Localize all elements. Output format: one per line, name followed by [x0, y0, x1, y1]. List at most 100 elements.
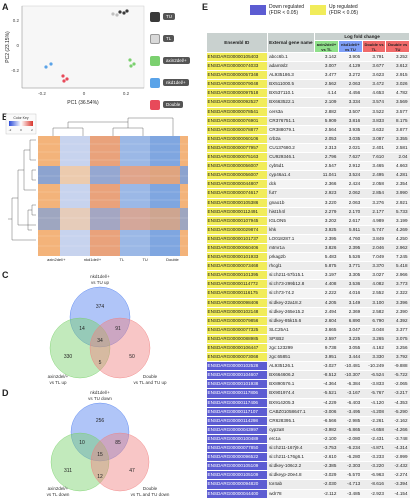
- cell-ensembl-id: ENSDARG00000077957: [206, 143, 268, 154]
- table-row: ENSDARG00000044400 wdr78 -2.112 -3.485 -2.92…: [206, 489, 410, 499]
- th-log-fold-change: Log fold change: [314, 32, 410, 41]
- cell-ensembl-id: ENSDARG00000056007: [206, 161, 268, 172]
- cell-axin2-vs-tl: -3.029: [314, 470, 339, 481]
- table-row: ENSDARG00000073468 rhcgl1 5.875 3.771 3.370 5…: [206, 261, 410, 272]
- cell-gene-name: BX511000.5: [267, 79, 315, 90]
- table-row: ENSDARG00000074033 adamtsl2 3.007 4.129 3.67…: [206, 61, 410, 72]
- cell-double-vs-tu: 8.175: [385, 116, 410, 126]
- table-row: ENSDARG00000079048 BX511000.5 2.562 2.063 3.…: [206, 79, 410, 90]
- cell-double-vs-tl: 3.574: [362, 97, 386, 108]
- cell-nkd1-vs-tu: -2.985: [338, 416, 363, 426]
- table-row: ENSDARG00000077325 SLC25A1 3.665 3.047 3.048…: [206, 325, 410, 335]
- cell-ensembl-id: ENSDARG00000074033: [206, 61, 268, 72]
- heatmap: Color Key -2 0 2: [5, 113, 188, 256]
- cell-double-vs-tu: 3.075: [385, 334, 410, 345]
- cell-gene-name: wdr78: [267, 489, 315, 499]
- pca-point-nkd1: [44, 65, 48, 69]
- cell-double-vs-tu: 4.782: [385, 88, 410, 99]
- cell-double-vs-tl: 3.330: [362, 352, 386, 363]
- cell-double-vs-tu: 3.990: [385, 188, 410, 199]
- cell-double-vs-tl: 7.049: [362, 252, 386, 263]
- heatmap-column-labels: axin2del/+ nkd1del/+ TL TU Double: [38, 257, 188, 267]
- cell-nkd1-vs-tu: 3.272: [338, 70, 363, 81]
- cell-axin2-vs-tl: 2.547: [314, 161, 339, 172]
- cell-nkd1-vs-tu: 3.536: [338, 279, 363, 290]
- pca-xtick-3: 0.2: [123, 91, 130, 96]
- cell-gene-name: hist1h4l: [267, 207, 315, 217]
- cell-axin2-vs-tl: 3.142: [314, 52, 339, 63]
- legend-up-swatch: [310, 5, 327, 15]
- cell-gene-name: erc1a: [267, 434, 315, 445]
- cell-double-vs-tl: 2.177: [362, 207, 386, 217]
- table-row: ENSDARG00000056007 cyb5d1 2.547 2.912 3.465 4…: [206, 161, 410, 172]
- th-double-vs-tl: Double vs TL: [361, 40, 387, 53]
- cell-double-vs-tu: 5.733: [385, 207, 410, 217]
- cell-gene-name: abcc6b.1: [267, 52, 315, 63]
- cell-ensembl-id: ENSDARG00000077325: [206, 325, 268, 335]
- table-row: ENSDARG00000102528 AL935126.1 -3.027 -10.48…: [206, 361, 410, 372]
- cell-nkd1-vs-tu: 3.524: [338, 170, 363, 181]
- cell-double-vs-tu: 3.792: [385, 352, 410, 363]
- cell-double-vs-tu: 3.355: [385, 134, 410, 144]
- cell-double-vs-tu: 2.322: [385, 288, 410, 299]
- panel-letter-d: D: [2, 388, 9, 398]
- cell-axin2-vs-tl: 2.279: [314, 207, 339, 217]
- cell-nkd1-vs-tu: 2.424: [338, 179, 363, 190]
- cell-axin2-vs-tl: -3.982: [314, 425, 339, 435]
- cell-nkd1-vs-tu: 2.021: [338, 143, 363, 154]
- pca-legend-nkd1: nkd1del/+: [163, 79, 189, 86]
- table-row: ENSDARG00000076901 CR376751.1 5.909 3.816 3.…: [206, 116, 410, 126]
- pca-xlabel: PC1 (36.54%): [67, 100, 99, 106]
- cell-ensembl-id: ENSDARG00000106447: [206, 343, 268, 354]
- cell-axin2-vs-tl: -4.364: [314, 379, 339, 390]
- venn-down-label-left: axin2del/+: [48, 486, 69, 491]
- cell-nkd1-vs-tu: 4.016: [338, 288, 363, 299]
- cell-double-vs-tu: -5.290: [385, 407, 410, 417]
- venn-down-label-right: Double: [143, 486, 158, 491]
- venn-down-count-axin2: 311: [64, 468, 72, 474]
- cell-gene-name: AL935186.3: [267, 70, 315, 81]
- cell-ensembl-id: ENSDARG00000105109: [206, 461, 268, 472]
- cell-nkd1-vs-tu: -2.080: [338, 434, 363, 445]
- cell-axin2-vs-tl: 2.053: [314, 134, 339, 144]
- legend-down-swatch: [250, 5, 266, 15]
- venn-up-count-axin2: 330: [64, 354, 73, 360]
- cell-double-vs-tu: 4.663: [385, 161, 410, 172]
- cell-gene-name: khk: [267, 225, 315, 235]
- cell-ensembl-id: ENSDARG00000098406: [206, 298, 268, 308]
- th-ensembl-id: Ensembl ID: [206, 32, 268, 53]
- cell-double-vs-tl: 2.495: [362, 170, 386, 181]
- heatmap-col-tu: TU: [142, 257, 148, 262]
- cell-double-vs-tl: -3.233: [362, 452, 386, 463]
- cell-double-vs-tu: 7.245: [385, 252, 410, 263]
- table-row: ENSDARG00000107945 IGLON5 3.202 2.617 4.989 3…: [206, 216, 410, 226]
- table-row: ENSDARG00000097518 BX537110.1 4.14 4.456 4.6…: [206, 88, 410, 99]
- cell-gene-name: mtmr1a: [267, 243, 315, 254]
- table-row: ENSDARG00000112491 hist1h4l 2.279 2.170 2.17…: [206, 207, 410, 217]
- cell-ensembl-id: ENSDARG00000114298: [206, 416, 268, 426]
- cell-nkd1-vs-tu: 2.063: [338, 198, 363, 208]
- table-row: ENSDARG00000102148 si:dkey-265e15.2 2.494 2…: [206, 307, 410, 317]
- cell-double-vs-tu: 4.392: [385, 316, 410, 326]
- cell-ensembl-id: ENSDARG00000114772: [206, 279, 268, 290]
- cell-gene-name: cyb5d1: [267, 161, 315, 172]
- cell-nkd1-vs-tu: 2.912: [338, 161, 363, 172]
- heatmap-column-dendrogram: [52, 117, 174, 136]
- table-row: ENSDARG00000060406 mtmr1a 3.826 2.395 2.046 2…: [206, 243, 410, 254]
- cell-nkd1-vs-tu: 3.334: [338, 97, 363, 108]
- cell-double-vs-tl: 5.747: [362, 225, 386, 235]
- heatmap-body: [38, 136, 188, 256]
- table-row: ENSDARG00000105109 si:dkey-106c2.2 -2.385-…: [206, 461, 410, 472]
- table-row: ENSDARG00000077850 si:ch211-167j9.4 -3.753…: [206, 443, 410, 454]
- cell-axin2-vs-tl: -8.512: [314, 370, 339, 381]
- cell-nkd1-vs-tu: 3.047: [338, 325, 363, 335]
- cell-nkd1-vs-tu: -6.234: [338, 443, 363, 454]
- cell-nkd1-vs-tu: 2.063: [338, 79, 363, 90]
- cell-axin2-vs-tl: -2.100: [314, 434, 339, 445]
- cell-double-vs-tu: -4.353: [385, 398, 410, 408]
- cell-double-vs-tu: 2.581: [385, 143, 410, 154]
- cell-gene-name: si:dkey-85k15.6: [267, 316, 315, 326]
- cell-axin2-vs-tl: 2.796: [314, 152, 339, 163]
- cell-gene-name: BX914205.3: [267, 398, 315, 408]
- pca-point-tl: [115, 13, 119, 17]
